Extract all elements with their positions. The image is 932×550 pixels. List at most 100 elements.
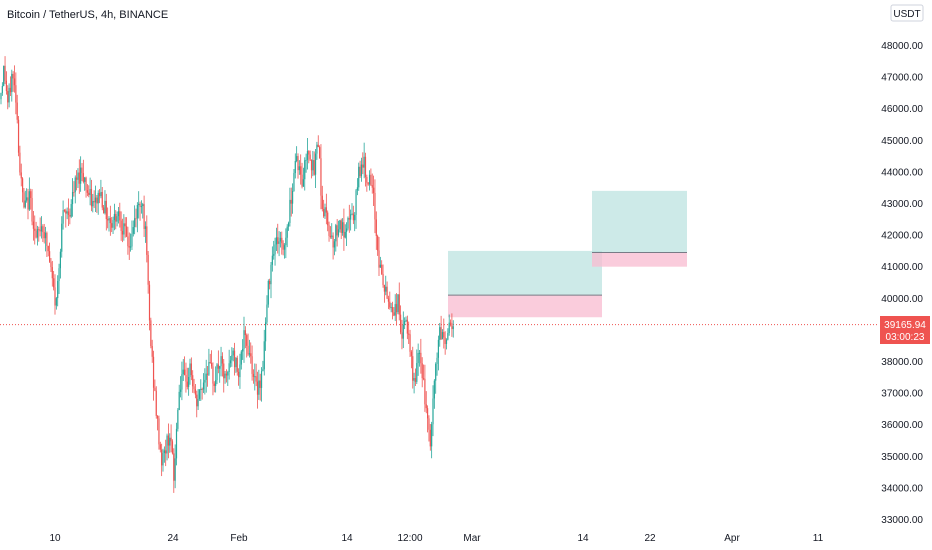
candle-body [233, 350, 236, 368]
candle-body [418, 352, 421, 354]
candle-body [189, 363, 191, 378]
candle-body [444, 337, 446, 344]
y-tick-label: 48000.00 [881, 41, 923, 52]
candle-body [232, 350, 234, 356]
candle-body [352, 213, 354, 221]
candle-body [158, 418, 160, 445]
candle-body [0, 92, 2, 100]
candle-body [354, 214, 356, 221]
candle-body [305, 159, 307, 161]
candle-body [339, 220, 341, 230]
candle-body [229, 360, 232, 364]
candle-body [20, 172, 22, 179]
candle-body [186, 381, 188, 387]
candle-body [227, 371, 229, 376]
candle-body [332, 235, 334, 248]
candle-body [256, 381, 259, 395]
candle-body [78, 172, 80, 184]
candle-body [335, 225, 337, 242]
candle-body [58, 268, 60, 282]
x-tick-label: 14 [341, 533, 353, 544]
candle-body [231, 355, 233, 361]
candle-body [350, 214, 352, 220]
candle-body [364, 156, 367, 178]
candle-body [336, 225, 338, 236]
candle-body [252, 373, 255, 377]
candle-body [12, 73, 14, 79]
candle-body [107, 219, 109, 221]
candle-body [294, 160, 296, 174]
candle-body [22, 178, 24, 193]
candle-body [53, 278, 55, 288]
candle-body [355, 190, 357, 215]
candle-body [143, 204, 145, 229]
y-tick-label: 36000.00 [881, 420, 923, 431]
candle-body [263, 341, 265, 370]
candle-body [242, 348, 244, 352]
candle-body [393, 312, 395, 316]
candle-body [112, 220, 114, 228]
candle-body [356, 187, 358, 191]
candle-body [394, 304, 396, 316]
candle-body [269, 280, 271, 285]
candle-body [213, 383, 215, 386]
candle-body [254, 376, 256, 378]
candle-body [138, 203, 140, 206]
candle-body [239, 364, 241, 378]
candle-body [366, 177, 368, 183]
candle-body [414, 378, 417, 382]
candle-body [82, 173, 84, 182]
candle-body [185, 375, 187, 382]
candle-body [228, 363, 230, 372]
candle-body [385, 286, 387, 292]
candle-body [67, 211, 70, 216]
candle-body [61, 223, 63, 252]
candle-body [351, 213, 353, 215]
y-tick-label: 47000.00 [881, 73, 923, 84]
candle-body [341, 222, 344, 233]
candle-body [88, 192, 90, 195]
candle-body [161, 449, 163, 466]
candle-body [179, 389, 182, 392]
candle-body [340, 220, 342, 233]
candle-body [297, 156, 299, 171]
target-zone [592, 190, 687, 253]
candle-body [383, 284, 385, 292]
candle-body [221, 356, 223, 364]
candle-body [375, 219, 377, 236]
candle-body [152, 356, 155, 388]
candle-body [170, 437, 172, 442]
candle-body [197, 398, 199, 407]
x-tick-label: 10 [49, 533, 61, 544]
candle-body [296, 156, 298, 161]
candle-body [301, 174, 303, 187]
candle-body [255, 376, 257, 382]
candle-body [121, 230, 124, 235]
candle-body [125, 226, 128, 237]
candle-body [358, 166, 360, 188]
candle-body [397, 294, 399, 313]
currency-label[interactable]: USDT [890, 4, 924, 22]
candle-body [308, 151, 310, 155]
candle-body [98, 192, 101, 197]
candle-body [85, 177, 87, 191]
candle-body [166, 435, 168, 454]
candle-body [374, 192, 376, 220]
time-axis: 10 24 Feb 14 12:00 Mar 14 22 Apr 11 [49, 533, 823, 544]
candle-body [155, 390, 157, 416]
candle-body [219, 366, 221, 369]
candle-body [379, 264, 381, 268]
candle-body [80, 167, 82, 184]
candle-body [130, 246, 132, 248]
candle-body [157, 415, 159, 419]
y-tick-label: 43000.00 [881, 199, 923, 210]
candle-body [337, 229, 340, 236]
candle-body [247, 345, 249, 355]
candle-body [285, 237, 287, 246]
candle-body [81, 167, 83, 174]
candle-body [405, 319, 407, 322]
candle-body [192, 375, 194, 387]
candle-body [51, 267, 53, 279]
candle-body [34, 228, 36, 231]
